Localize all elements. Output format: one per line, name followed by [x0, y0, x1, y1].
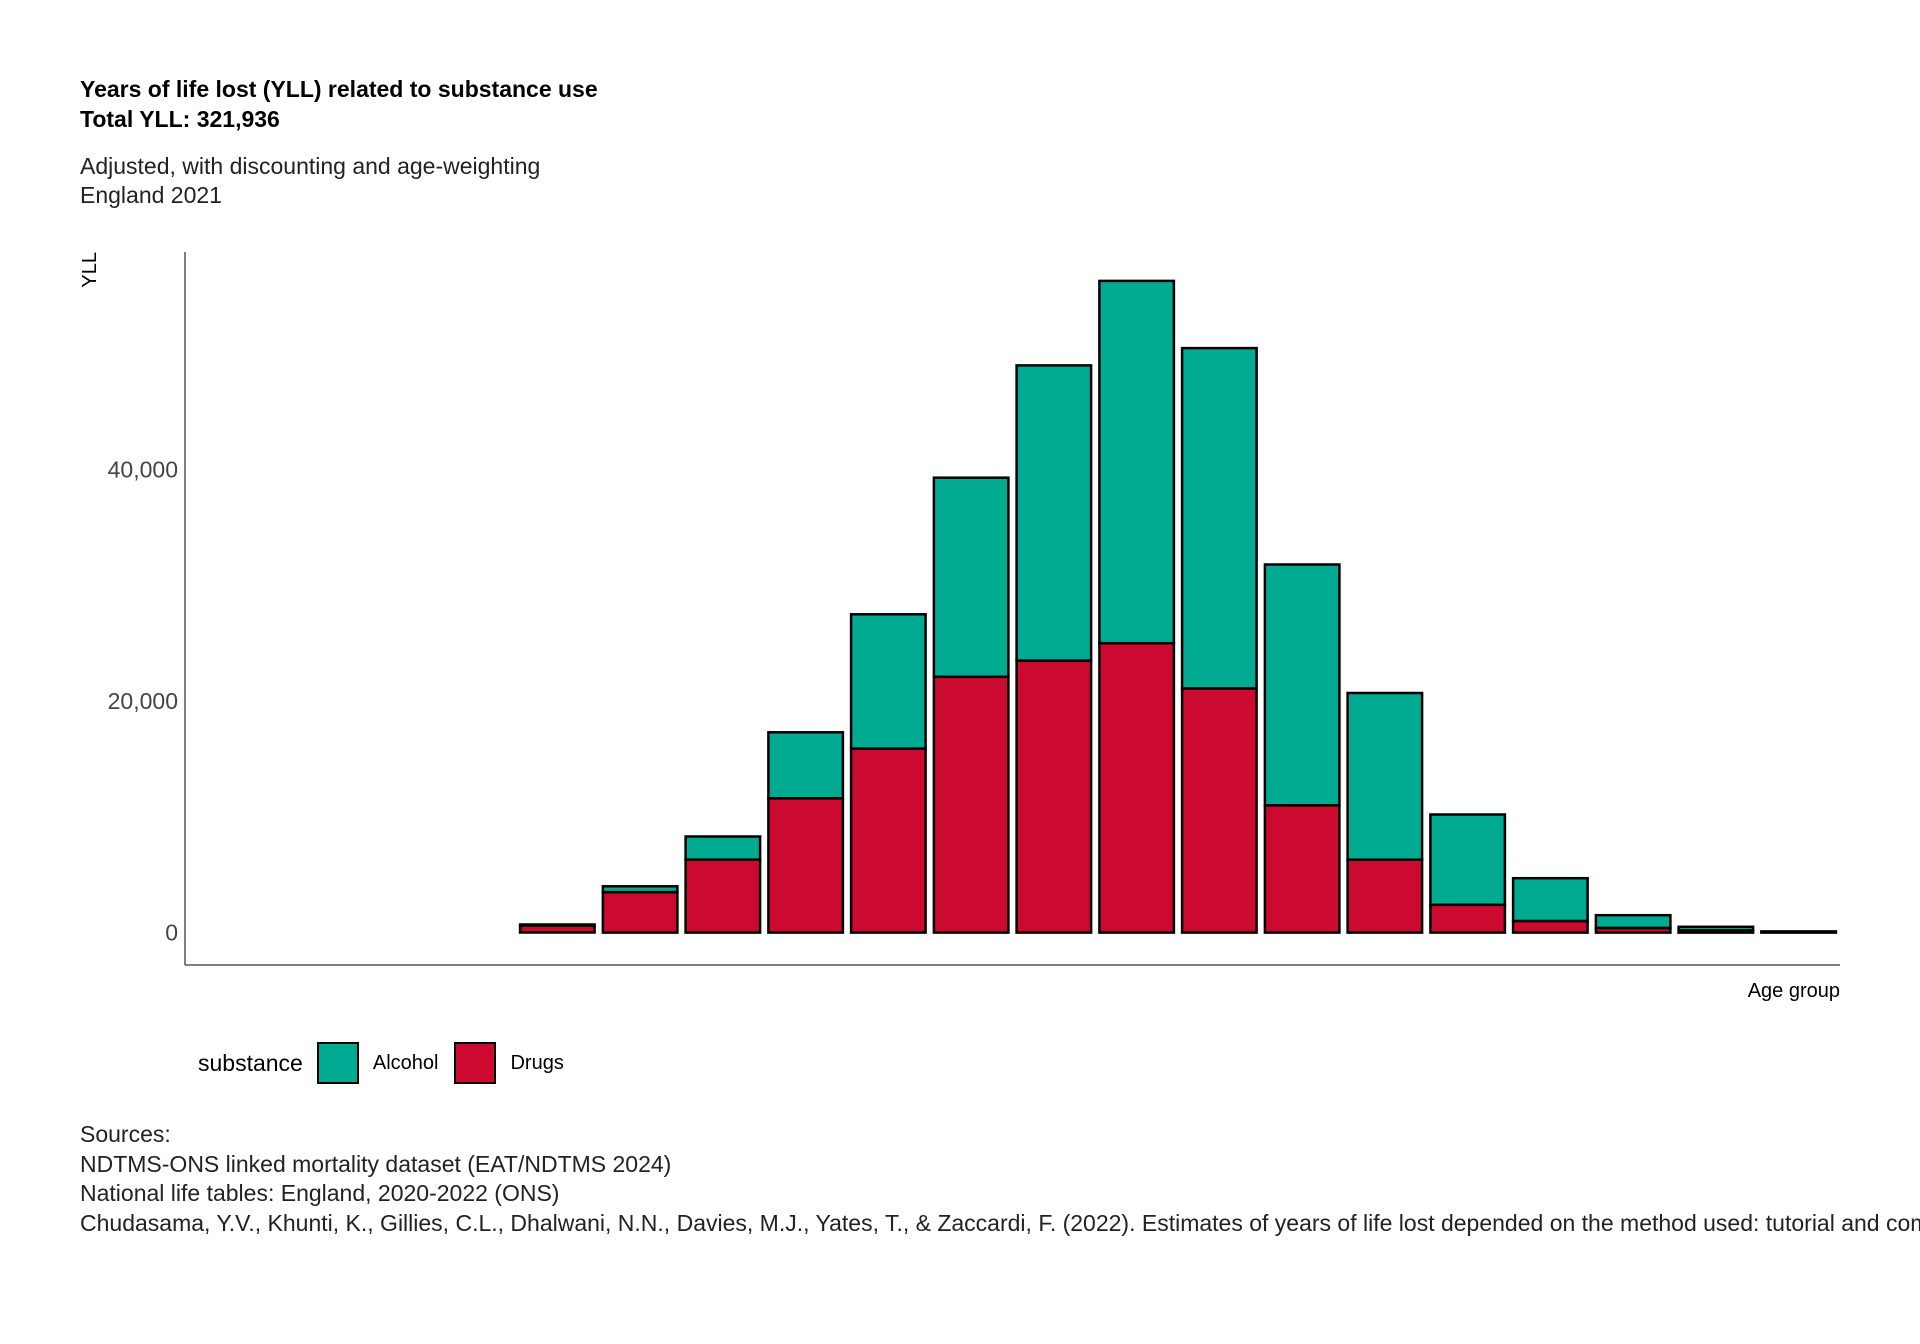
legend-title: substance [198, 1049, 303, 1076]
chart-title-block: Years of life lost (YLL) related to subs… [80, 74, 598, 134]
y-tick-label: 20,000 [108, 688, 178, 714]
caption-line-life-tables: National life tables: England, 2020-2022… [80, 1180, 560, 1206]
chart-title-total: Total YLL: 321,936 [80, 106, 280, 132]
y-tick-label: 0 [165, 920, 178, 946]
bar-alcohol [1098, 279, 1176, 645]
bar-drugs [601, 890, 679, 934]
bar-alcohol [1180, 346, 1258, 690]
caption-sources: Sources: NDTMS-ONS linked mortality data… [80, 1120, 1920, 1238]
bar-alcohol [849, 613, 927, 750]
legend-swatch-alcohol [316, 1042, 359, 1084]
bar-alcohol [1594, 913, 1672, 930]
chart-subtitle-region: England 2021 [80, 182, 222, 208]
bar-alcohol [767, 731, 845, 800]
legend-item-drugs: Drugs [454, 1042, 564, 1084]
bar-alcohol [1263, 563, 1341, 807]
chart-title: Years of life lost (YLL) related to subs… [80, 76, 598, 102]
legend-item-alcohol: Alcohol [316, 1042, 439, 1084]
bar-drugs [1015, 659, 1093, 934]
bar-alcohol [518, 923, 596, 927]
bar-alcohol [1760, 930, 1838, 934]
x-axis-title: Age group [1748, 980, 1840, 1002]
bar-drugs [1180, 687, 1258, 934]
bar-drugs [849, 747, 927, 934]
bar-alcohol [1015, 364, 1093, 662]
bar-alcohol [1429, 813, 1507, 907]
legend-swatch-drugs [454, 1042, 497, 1084]
bar-drugs [1346, 858, 1424, 934]
bar-alcohol [1511, 876, 1589, 923]
bar-drugs [1429, 903, 1507, 934]
caption-line-ndtms: NDTMS-ONS linked mortality dataset (EAT/… [80, 1150, 672, 1177]
caption-line-sources: Sources: [80, 1121, 171, 1147]
legend-label-alcohol: Alcohol [372, 1051, 439, 1074]
bar-drugs [684, 858, 762, 934]
bar-drugs [932, 675, 1010, 934]
legend: substance Alcohol Drugs [198, 1040, 580, 1086]
y-tick-label: 40,000 [108, 457, 178, 483]
chart-subtitle-block: Adjusted, with discounting and age-weigh… [80, 152, 540, 210]
legend-label-drugs: Drugs [510, 1051, 564, 1074]
chart-subtitle: Adjusted, with discounting and age-weigh… [80, 153, 541, 179]
bar-drugs [767, 797, 845, 934]
bar-alcohol [601, 885, 679, 894]
bar-alcohol [932, 476, 1010, 679]
bar-drugs [1511, 919, 1589, 934]
bar-alcohol [1346, 691, 1424, 861]
bar-alcohol [684, 835, 762, 861]
caption-line-citation: Chudasama, Y.V., Khunti, K., Gillies, C.… [80, 1209, 1920, 1236]
y-axis-title: YLL [79, 252, 101, 288]
bar-alcohol [1677, 925, 1755, 932]
bar-drugs [1263, 804, 1341, 934]
bar-drugs [1098, 641, 1176, 934]
